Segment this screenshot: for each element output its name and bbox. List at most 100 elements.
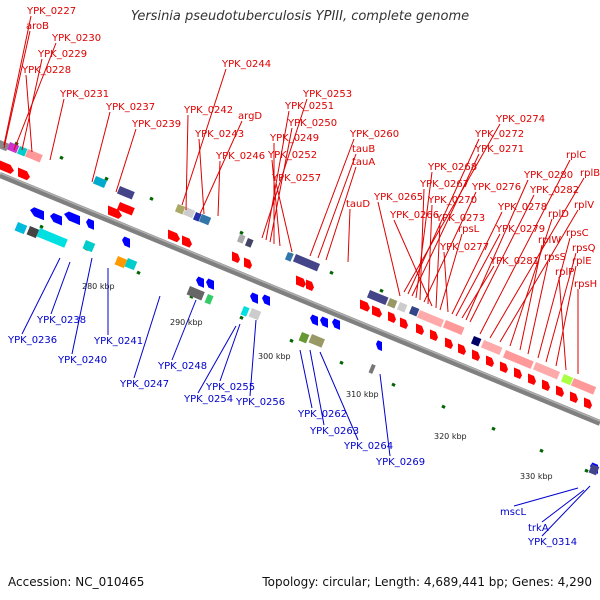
forward-leader-line (519, 244, 543, 351)
forward-gene-label: YPK_0268 (427, 162, 477, 173)
forward-gene-arrow (168, 229, 180, 243)
forward-gene-label: YPK_0266 (389, 210, 439, 221)
forward-gene-label: YPK_0271 (474, 144, 524, 155)
forward-gene-label: YPK_0277 (439, 242, 489, 253)
reverse-leader-line (50, 261, 71, 315)
reverse-gene-arrow (262, 294, 270, 306)
forward-leader-line (509, 218, 553, 347)
forward-feature-box (236, 234, 246, 244)
feature-block (24, 149, 43, 163)
reverse-leader-line (197, 325, 237, 394)
forward-gene-label: rplP (555, 267, 574, 278)
forward-leader-line (25, 74, 33, 153)
forward-leader-line (499, 209, 579, 343)
feature-block (396, 302, 408, 313)
forward-leader-line (555, 265, 577, 367)
reverse-leader-line (21, 257, 61, 335)
reverse-gene-arrow (86, 218, 94, 230)
scale-label: 280 kbp (82, 282, 115, 291)
forward-feature-box (470, 336, 482, 347)
feature-block (82, 240, 96, 253)
forward-leader-line (49, 98, 65, 161)
forward-gene-arrow (542, 379, 550, 391)
feature-block (92, 176, 108, 188)
reverse-leader-line (541, 489, 585, 523)
forward-feature-box (532, 362, 561, 380)
feature-block (174, 204, 186, 215)
upper-tick (104, 176, 109, 181)
forward-gene-label: YPK_0253 (302, 89, 352, 100)
reverse-gene-arrow (64, 211, 80, 226)
forward-gene-arrow (500, 361, 508, 373)
forward-leader-line (479, 159, 571, 335)
forward-gene-label: YPK_0270 (427, 195, 477, 206)
feature-block (124, 258, 138, 271)
forward-feature-box (560, 374, 574, 386)
genome-summary-text: Topology: circular; Length: 4,689,441 bp… (262, 575, 592, 589)
forward-gene-arrow (445, 337, 453, 349)
forward-feature-box (116, 186, 135, 200)
scale-tick (584, 468, 589, 473)
forward-gene-arrow (486, 355, 494, 367)
forward-gene-label: YPK_0276 (471, 182, 521, 193)
reverse-gene-label: YPK_0247 (119, 379, 169, 390)
forward-gene-label: rpsH (574, 279, 597, 290)
forward-gene-label: YPK_0260 (349, 129, 399, 140)
feature-block (186, 286, 205, 301)
forward-gene-label: YPK_0243 (194, 129, 244, 140)
reverse-gene-label: YPK_0314 (527, 537, 577, 548)
forward-leader-line (217, 160, 221, 217)
forward-feature-box (182, 207, 196, 219)
forward-gene-label: rpsQ (572, 243, 596, 254)
reverse-feature-box (240, 306, 250, 317)
forward-gene-arrow (360, 299, 370, 312)
forward-leader-line (185, 114, 189, 211)
feature-block (204, 294, 214, 305)
reverse-feature-box (248, 308, 262, 321)
forward-leader-line (347, 208, 351, 263)
scale-tick (391, 382, 396, 387)
reverse-feature-box (308, 334, 325, 348)
forward-gene-label: YPK_0227 (26, 6, 76, 17)
reverse-gene-arrow (320, 316, 328, 328)
forward-gene-label: argD (238, 111, 262, 122)
forward-gene-arrow (514, 367, 522, 379)
forward-leader-line (271, 159, 281, 247)
feature-block (182, 207, 196, 219)
feature-block (248, 308, 262, 321)
scale-tick (239, 315, 244, 320)
forward-gene-arrow (306, 279, 314, 291)
reverse-feature-box (26, 226, 40, 239)
forward-gene-label: aroB (26, 21, 49, 32)
forward-feature-box (386, 298, 398, 309)
forward-gene-label: YPK_0229 (37, 49, 87, 60)
reverse-gene-label: YPK_0255 (205, 382, 255, 393)
forward-leader-line (465, 179, 529, 321)
forward-gene-label: YPK_0246 (215, 151, 265, 162)
forward-gene-label: YPK_0280 (523, 170, 573, 181)
forward-feature-box (366, 290, 389, 306)
forward-feature-box (570, 378, 597, 395)
forward-gene-arrow (296, 275, 306, 288)
forward-leader-line (325, 166, 357, 261)
reverse-gene-arrow (206, 278, 214, 290)
forward-gene-label: tauB (352, 144, 375, 155)
reverse-gene-label: YPK_0236 (7, 335, 57, 346)
forward-leader-line (443, 251, 449, 313)
reverse-feature-box (36, 228, 68, 248)
genome-backbone-highlight (0, 172, 600, 422)
forward-leader-line (198, 138, 205, 215)
upper-tick (149, 196, 154, 201)
feature-block (308, 334, 325, 348)
forward-gene-arrow (182, 235, 192, 248)
forward-feature-box (192, 212, 202, 222)
feature-block (198, 214, 212, 226)
feature-block (292, 254, 321, 272)
reverse-gene-label: YPK_0240 (57, 355, 107, 366)
forward-leader-line (455, 233, 501, 317)
reverse-gene-label: YPK_0263 (309, 426, 359, 437)
upper-tick (59, 155, 64, 160)
feature-block (480, 340, 503, 356)
scale-tick (289, 338, 294, 343)
reverse-gene-arrow (122, 236, 130, 248)
